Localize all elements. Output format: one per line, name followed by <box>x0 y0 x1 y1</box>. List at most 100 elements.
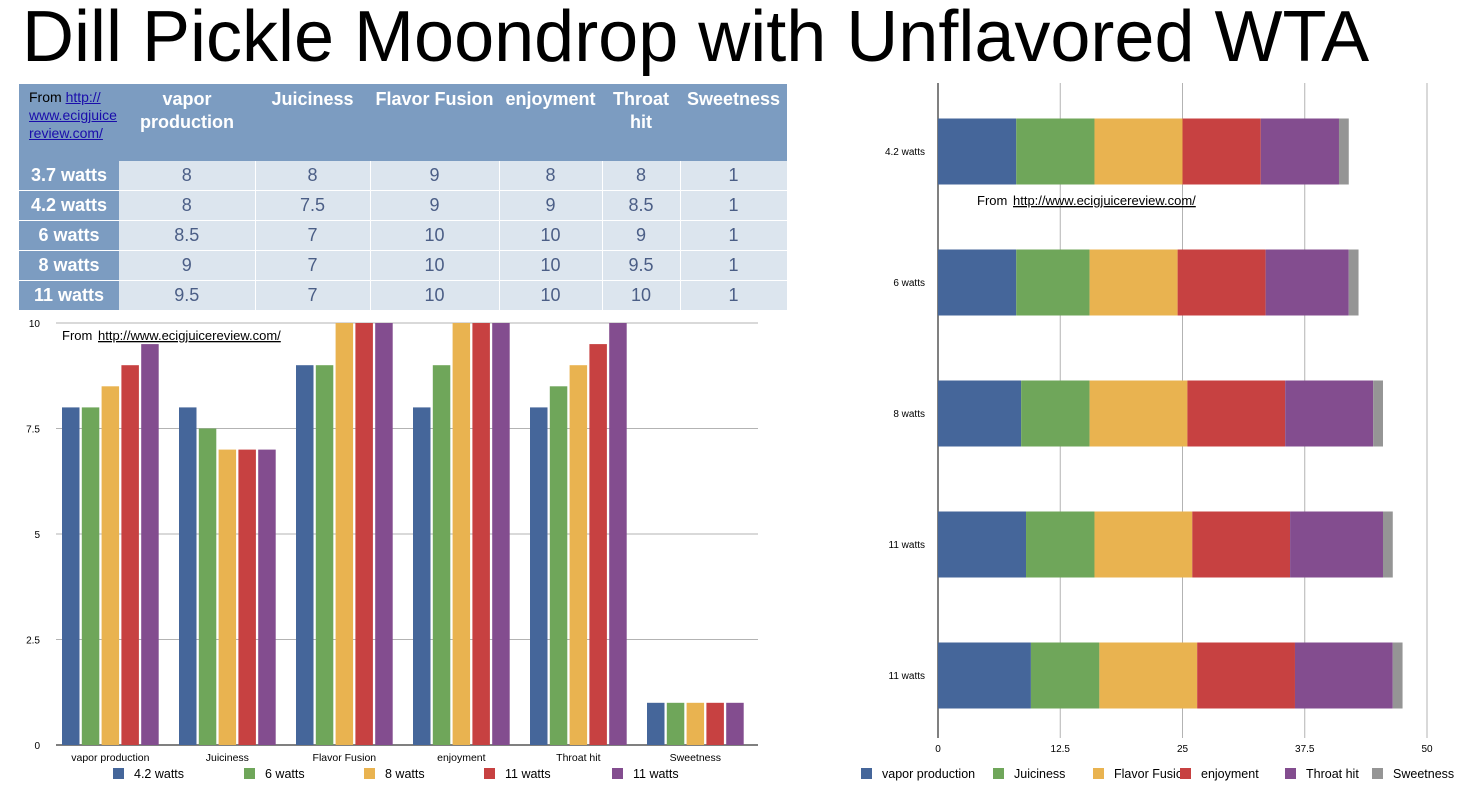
table-cell: 1 <box>680 280 788 311</box>
bar <box>258 449 276 745</box>
ratings-table: From http://www.ecigjuice review.com/ vap… <box>19 84 788 311</box>
bar-segment <box>938 118 1017 185</box>
table-cell: 10 <box>499 220 603 251</box>
bar-segment <box>1265 249 1349 316</box>
bar <box>706 702 724 745</box>
bar <box>101 386 120 745</box>
table-cell: 9 <box>370 190 500 221</box>
y-tick-label: 6 watts <box>893 278 925 289</box>
bar <box>62 407 80 745</box>
page-title: Dill Pickle Moondrop with Unflavored WTA <box>22 0 1370 77</box>
table-source-link[interactable]: http://www.ecigjuice review.com/ <box>29 89 117 141</box>
bar-segment <box>1182 118 1261 185</box>
column-header: Juiciness <box>255 84 370 161</box>
row-label: 3.7 watts <box>19 161 119 191</box>
legend-swatch <box>1372 768 1383 779</box>
bar-segment <box>1021 380 1090 447</box>
bar <box>121 365 139 745</box>
table-cell: 10 <box>370 280 500 311</box>
bar-segment <box>1290 511 1383 578</box>
y-tick-label: 4.2 watts <box>885 147 925 158</box>
bar-segment <box>1016 118 1095 185</box>
table-cell: 8 <box>499 161 603 191</box>
legend-swatch <box>861 768 872 779</box>
table-source-cell: From http://www.ecigjuice review.com/ <box>19 84 119 161</box>
table-cell: 1 <box>680 161 788 191</box>
chart-source-link[interactable]: http://www.ecigjuicereview.com/ <box>98 328 281 343</box>
table-cell: 9 <box>499 190 603 221</box>
table-cell: 7 <box>255 280 371 311</box>
y-tick-label: 2.5 <box>26 636 40 647</box>
bar <box>355 323 373 745</box>
table-cell: 9 <box>602 220 681 251</box>
table-cell: 8.5 <box>119 220 256 251</box>
legend-label: 6 watts <box>265 767 305 781</box>
table-cell: 8 <box>602 161 681 191</box>
bar <box>666 702 685 745</box>
bar-segment <box>1089 249 1178 316</box>
bar-segment <box>1094 118 1183 185</box>
column-header: enjoyment <box>499 84 602 161</box>
y-tick-label: 11 watts <box>889 540 926 551</box>
bar <box>686 702 705 745</box>
table-cell: 8.5 <box>602 190 681 221</box>
y-tick-label: 8 watts <box>893 409 925 420</box>
bar-segment <box>1382 511 1393 578</box>
table-cell: 1 <box>680 220 788 251</box>
bar-segment <box>938 511 1027 578</box>
x-tick-label: Sweetness <box>670 752 721 764</box>
x-tick-label: Flavor Fusion <box>313 752 377 764</box>
legend-swatch <box>364 768 375 779</box>
table-cell: 7 <box>255 250 371 281</box>
table-row: 6 watts 8.5 7 10 10 9 1 <box>19 220 788 251</box>
legend-swatch <box>244 768 255 779</box>
bar-segment <box>938 642 1031 709</box>
table-cell: 10 <box>370 220 500 251</box>
table-source-prefix: From <box>29 89 62 105</box>
bar <box>141 344 159 745</box>
x-tick-label: 50 <box>1421 744 1433 755</box>
table-cell: 7.5 <box>255 190 371 221</box>
bar <box>530 407 548 745</box>
bar-segment <box>1348 249 1359 316</box>
bar-segment <box>1030 642 1100 709</box>
table-cell: 10 <box>499 250 603 281</box>
vertical-bar-chart: 0 2.5 5 7.5 10 vapor production Juiciness Flavo… <box>26 319 758 781</box>
legend-label: Sweetness <box>1393 767 1454 781</box>
x-tick-label: Throat hit <box>556 752 600 764</box>
bar-segment <box>1197 642 1295 709</box>
legend-label: 4.2 watts <box>134 767 184 781</box>
bar-segment <box>1192 511 1291 578</box>
bar-segment <box>1016 249 1090 316</box>
bar-segment <box>1187 380 1286 447</box>
bar-segment <box>938 380 1022 447</box>
bar-segment <box>938 249 1017 316</box>
row-label: 4.2 watts <box>19 190 119 221</box>
bar <box>589 344 607 745</box>
chart-source-link[interactable]: http://www.ecigjuicereview.com/ <box>1013 193 1196 208</box>
y-tick-label: 5 <box>34 530 40 541</box>
x-tick-label: vapor production <box>71 752 149 764</box>
bar-segment <box>1089 380 1188 447</box>
row-label: 8 watts <box>19 250 119 281</box>
x-tick-label: enjoyment <box>437 752 486 764</box>
bar <box>335 323 354 745</box>
legend-label: 11 watts <box>505 767 551 781</box>
chart-source-prefix: From <box>62 328 92 343</box>
legend-swatch <box>993 768 1004 779</box>
row-label: 11 watts <box>19 280 119 311</box>
legend-swatch <box>484 768 495 779</box>
bar <box>218 449 237 745</box>
stacked-horizontal-bar-chart: 0 12.5 25 37.5 50 4.2 watts 6 watts 8 watts 11 w… <box>861 83 1454 781</box>
table-cell: 8 <box>119 161 256 191</box>
bar <box>198 428 217 745</box>
bar-segment <box>1285 380 1374 447</box>
table-header-row: From http://www.ecigjuice review.com/ vap… <box>19 84 787 161</box>
x-tick-label: 12.5 <box>1051 744 1071 755</box>
table-row: 11 watts 9.5 7 10 10 10 1 <box>19 280 788 311</box>
legend-label: 11 watts <box>633 767 679 781</box>
bar-segment <box>1392 642 1403 709</box>
bar <box>549 386 568 745</box>
legend-label: vapor production <box>882 767 975 781</box>
table-cell: 1 <box>680 250 788 281</box>
